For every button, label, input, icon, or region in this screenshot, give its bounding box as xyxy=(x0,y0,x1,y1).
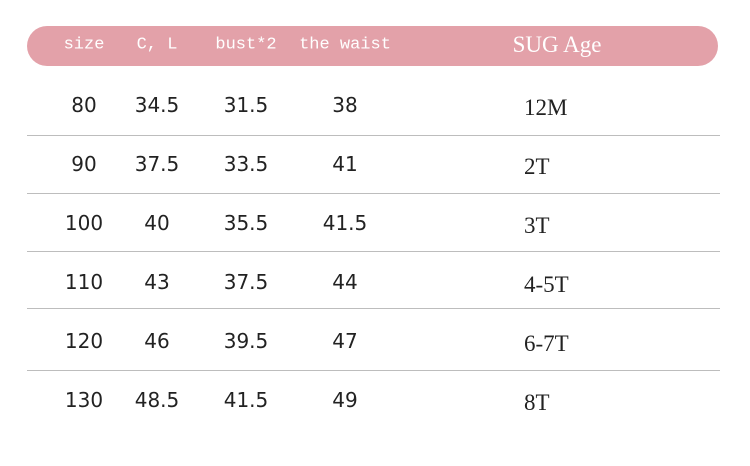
table-cell: 41.5 xyxy=(223,388,269,412)
table-cell: 34.5 xyxy=(134,93,180,117)
table-cell: 80 xyxy=(71,93,97,117)
table-cell: 41.5 xyxy=(322,211,368,235)
header-cell: size xyxy=(63,35,105,55)
header-cell: the waist xyxy=(299,35,391,55)
row-separator xyxy=(27,251,720,252)
header-bar xyxy=(27,26,718,66)
row-separator xyxy=(27,308,720,309)
table-cell: 46 xyxy=(144,329,170,353)
table-cell: 47 xyxy=(332,329,358,353)
table-cell: 120 xyxy=(64,329,104,353)
table-cell: 48.5 xyxy=(134,388,180,412)
table-cell: 31.5 xyxy=(223,93,269,117)
table-cell: 37.5 xyxy=(134,152,180,176)
table-cell: 43 xyxy=(144,270,170,294)
row-separator xyxy=(27,193,720,194)
table-cell: 41 xyxy=(332,152,358,176)
table-cell: 39.5 xyxy=(223,329,269,353)
age-cell: 8T xyxy=(524,390,550,415)
table-cell: 37.5 xyxy=(223,270,269,294)
age-cell: 6-7T xyxy=(524,331,569,356)
table-cell: 90 xyxy=(71,152,97,176)
table-cell: 49 xyxy=(332,388,358,412)
age-cell: 12M xyxy=(524,95,568,120)
table-cell: 130 xyxy=(64,388,104,412)
table-cell: 35.5 xyxy=(223,211,269,235)
header-cell: SUG Age xyxy=(512,32,602,57)
row-separator xyxy=(27,135,720,136)
table-cell: 100 xyxy=(64,211,104,235)
age-cell: 4-5T xyxy=(524,272,569,297)
table-cell: 110 xyxy=(64,270,104,294)
table-cell: 44 xyxy=(332,270,358,294)
row-separator xyxy=(27,370,720,371)
table-cell: 38 xyxy=(332,93,358,117)
age-cell: 2T xyxy=(524,154,550,179)
header-cell: C, L xyxy=(136,35,178,55)
age-cell: 3T xyxy=(524,213,550,238)
table-cell: 33.5 xyxy=(223,152,269,176)
header-cell: bust*2 xyxy=(215,35,277,55)
table-cell: 40 xyxy=(144,211,170,235)
